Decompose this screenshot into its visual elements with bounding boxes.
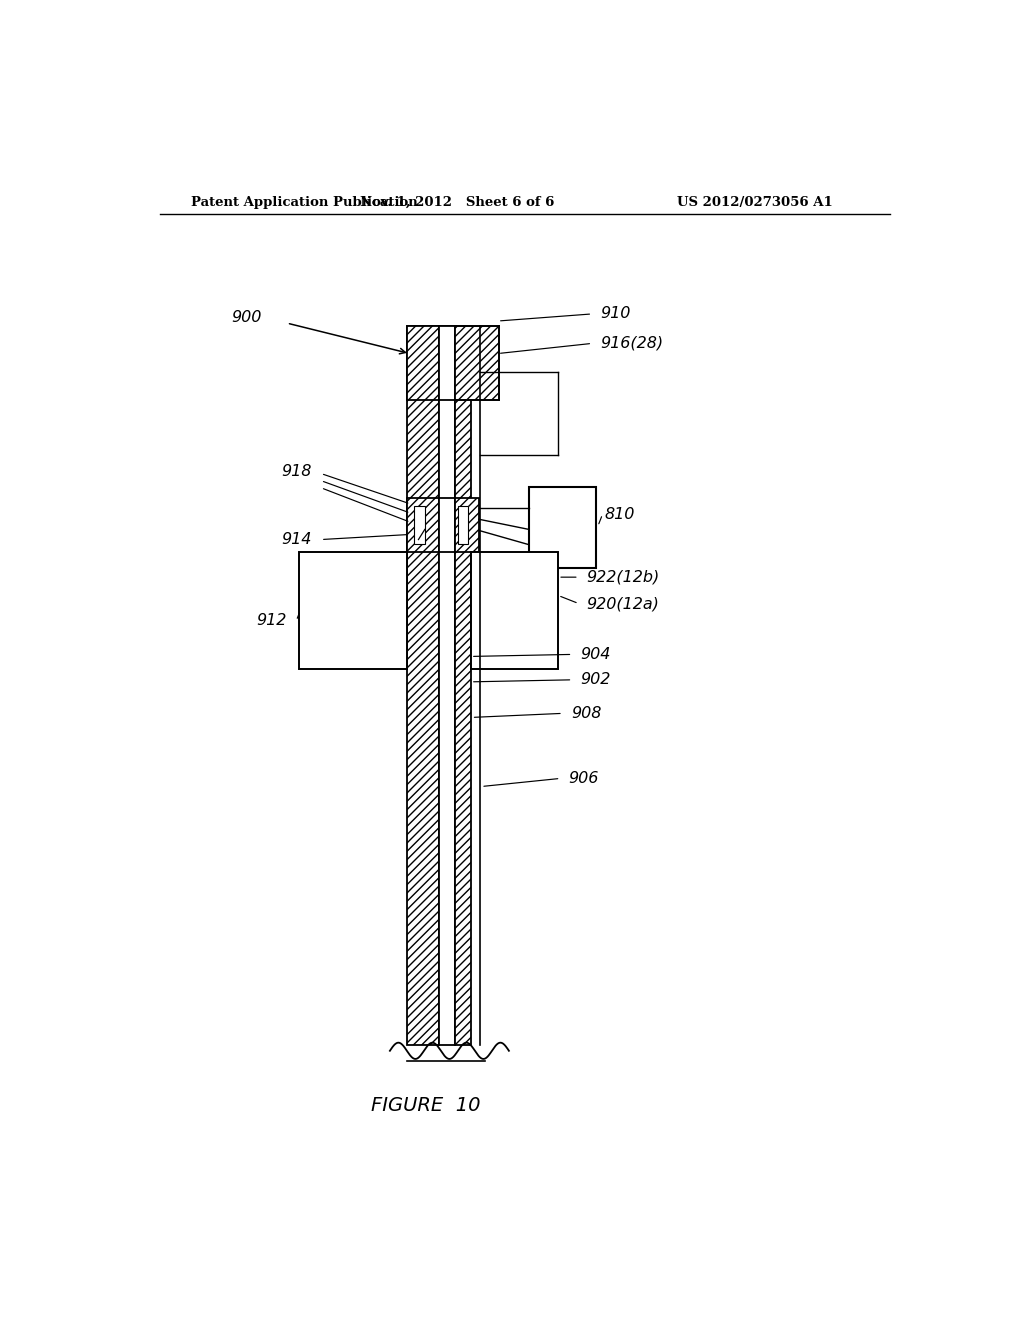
Bar bbox=[455, 326, 471, 1044]
Bar bbox=[408, 326, 439, 400]
Bar bbox=[299, 552, 408, 669]
Bar bbox=[439, 326, 455, 1044]
Bar bbox=[414, 506, 425, 544]
Text: 920(12a): 920(12a) bbox=[587, 597, 659, 611]
Text: Patent Application Publication: Patent Application Publication bbox=[191, 195, 418, 209]
Bar bbox=[528, 487, 596, 568]
Text: FIGURE  10: FIGURE 10 bbox=[371, 1096, 480, 1115]
Text: 922(12b): 922(12b) bbox=[587, 570, 659, 585]
Text: US 2012/0273056 A1: US 2012/0273056 A1 bbox=[677, 195, 833, 209]
Text: 810: 810 bbox=[604, 507, 635, 521]
Text: 916(28): 916(28) bbox=[600, 335, 664, 351]
Bar bbox=[408, 326, 439, 1044]
Text: 908: 908 bbox=[570, 706, 601, 721]
Bar bbox=[455, 498, 479, 552]
Text: 902: 902 bbox=[581, 672, 610, 688]
Text: 914: 914 bbox=[282, 532, 312, 546]
Bar bbox=[455, 326, 499, 400]
Text: 900: 900 bbox=[231, 310, 261, 326]
Text: 906: 906 bbox=[568, 771, 599, 785]
Bar bbox=[439, 498, 455, 552]
Text: Nov. 1, 2012   Sheet 6 of 6: Nov. 1, 2012 Sheet 6 of 6 bbox=[360, 195, 555, 209]
Bar bbox=[439, 326, 455, 400]
Text: 910: 910 bbox=[600, 306, 631, 321]
Bar bbox=[471, 552, 558, 669]
Bar bbox=[458, 506, 468, 544]
Bar bbox=[408, 498, 439, 552]
Text: 918: 918 bbox=[282, 463, 312, 479]
Text: 912: 912 bbox=[256, 614, 287, 628]
Text: 904: 904 bbox=[581, 647, 610, 661]
